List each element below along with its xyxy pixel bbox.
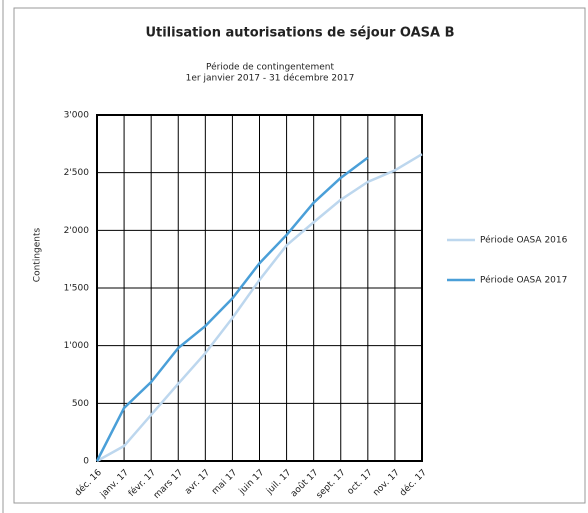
x-tick-label: juin 17: [237, 468, 267, 498]
series-line: [95, 156, 369, 462]
legend-label: Période OASA 2017: [480, 275, 567, 286]
y-tick-label: 1'500: [64, 284, 90, 294]
chart-title: Utilisation autorisations de séjour OASA…: [145, 26, 454, 41]
y-axis-label: Contingents: [33, 227, 43, 282]
chart-frame: [13, 7, 586, 504]
x-tick-label: oct. 17: [346, 468, 375, 497]
y-tick-label: 0: [83, 457, 89, 467]
y-tick-label: 1'000: [64, 341, 90, 351]
x-tick-label: sept. 17: [315, 468, 348, 501]
chart-subtitle: Période de contingentement: [206, 62, 334, 73]
x-tick-label: mars 17: [152, 468, 185, 501]
x-tick-label: nov. 17: [371, 468, 401, 498]
y-tick-label: 500: [72, 399, 89, 409]
chart-subtitle: 1er janvier 2017 - 31 décembre 2017: [186, 73, 355, 84]
series-line: [96, 153, 423, 463]
x-tick-label: déc. 17: [398, 467, 429, 498]
legend-label: Période OASA 2016: [480, 235, 568, 246]
y-tick-label: 3'000: [64, 111, 90, 121]
x-tick-label: janv. 17: [98, 468, 131, 501]
x-tick-label: avr. 17: [183, 468, 212, 497]
plot-frame: [96, 114, 423, 462]
y-tick-label: 2'500: [64, 168, 90, 178]
y-tick-label: 2'000: [64, 226, 90, 236]
x-tick-label: mai 17: [210, 468, 239, 497]
